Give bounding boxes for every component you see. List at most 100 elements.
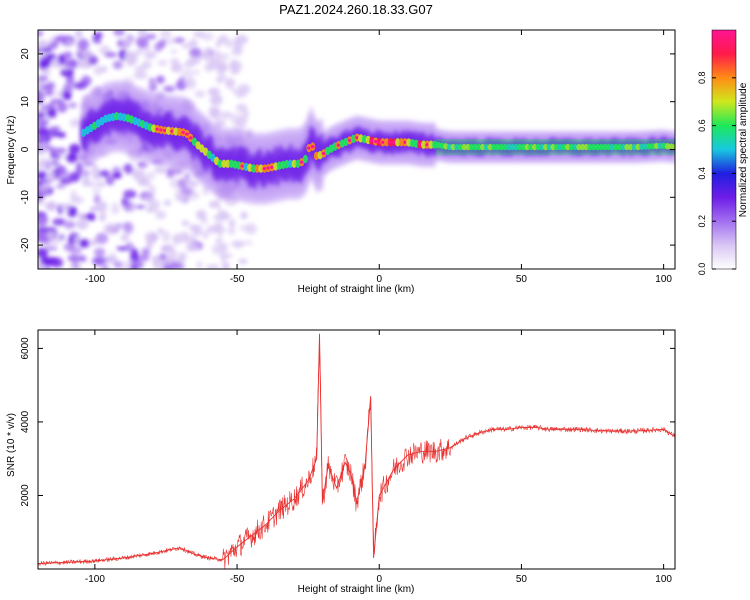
spectrogram-cell [92,188,101,195]
spectrogram-cell [240,211,248,220]
spectrogram-cell [520,143,527,151]
spectrogram-cell [258,164,264,173]
spectrogram-cell [446,143,453,151]
snr-y-ticks: 2000 4000 6000 [20,337,675,507]
spectrogram-cell [124,163,133,175]
spectrogram-cell [201,231,209,239]
spectrogram-cell [130,265,139,269]
spectrogram-cell [310,145,315,149]
spectrogram-cell [517,143,523,151]
spectrogram-cell [50,98,64,105]
spectrogram-cell [284,159,290,169]
spectrogram-cell [524,143,530,151]
spectrogram-cell [172,233,182,245]
colorbar-tick-label: 0.8 [697,72,707,85]
spectrogram-cell [228,63,239,70]
spectrogram-cell [224,79,236,86]
spectrogram-cell [173,127,179,136]
spectrogram-cell [336,143,341,147]
spectrogram-cell [155,210,167,220]
x-tick-label: 100 [655,574,672,585]
spectrogram-cell [184,177,192,184]
spectrogram-cell [531,143,538,151]
spectrogram-cell [77,38,90,51]
spectrogram-cell [180,186,194,195]
spectrogram-cell [76,218,89,230]
spectrogram-cell [116,246,129,251]
spectrogram-cell [159,38,167,46]
spectrogram-cell [181,69,194,79]
colorbar: 0.0 0.2 0.4 0.6 0.8 Normalized spectral ampl… [697,29,749,275]
spectrogram-cell [221,159,227,169]
spectrogram-cell [628,143,634,151]
spectrogram-cell [355,136,360,140]
spectrogram-cell [498,143,504,151]
spectrogram-cell [639,143,645,150]
spectrogram-cell [218,68,223,75]
spectrogram-cell [92,39,102,44]
spectrogram-cell [161,244,175,252]
spectrogram-cell [38,232,44,242]
spectrogram-cell [216,55,221,62]
spectrogram-cell [554,143,560,151]
spectrogram-cell [165,256,177,265]
spectrogram-cell [299,160,304,164]
spectrogram-cell [186,243,199,252]
spectrogram-cell [154,166,167,174]
spectrogram-cell [177,252,186,265]
spectrogram-cell [129,253,141,263]
spectrogram-cell [68,102,78,109]
spectrogram-cell [196,261,203,269]
x-tick-label: -100 [85,574,105,585]
spectrogram-cell [114,112,120,121]
spectrogram-cell [579,143,586,151]
spectrogram-cell [180,79,193,84]
spectrogram-cell [506,143,512,151]
spectrogram-cell [63,220,76,230]
spectrogram-cell [189,47,202,58]
colorbar-strip [711,29,737,270]
spectrogram-cell [52,218,66,226]
spectrogram-cell [173,168,183,175]
spectrogram-cell [169,58,180,64]
spectrogram-cell [170,129,175,133]
spectrogram-cell [53,147,67,154]
spectrogram-cell [91,164,100,177]
spectrogram-cell [240,240,254,246]
spectrogram-cell [218,242,229,253]
spectrogram-cell [40,257,54,266]
spectrogram-cell [461,143,467,151]
spectrogram-cell [287,159,294,169]
spectrogram-cell [502,143,508,151]
spectrogram-cell [231,48,243,56]
spectrogram-ridge-core [80,112,675,173]
spectrogram-cell [133,70,148,80]
spectrogram-cell [450,143,456,151]
spectrogram-cell [63,61,74,67]
spectrogram-cell [201,216,208,225]
spectrogram-cell [241,108,249,120]
spectrogram-cell [192,69,201,75]
spectrogram-cell [80,75,92,87]
spectrogram-cell [215,237,223,244]
spectrogram-cell [92,256,106,266]
y-tick-label: 10 [20,96,31,108]
spectrogram-cell [112,61,123,70]
spectrogram-cell [270,165,275,169]
spectrogram-cell [47,231,55,238]
spectrogram-y-ticks: -20 -10 0 10 20 [20,48,675,252]
spectrogram-cell [216,204,221,211]
spectrogram-cell [38,161,43,174]
spectrogram-cell [223,37,233,48]
spectrogram-cell [291,159,297,169]
spectrogram-cell [38,75,48,82]
spectrogram-cell [395,138,401,147]
spectrogram-heatmap [38,30,675,269]
spectrogram-cell [147,200,161,209]
spectrogram-cell [642,143,649,150]
spectrogram-cell [535,143,541,151]
spectrogram-cell [201,32,214,41]
spectrogram-cell [194,90,206,98]
spectrogram-cell [65,74,75,84]
spectrogram-cell [76,255,87,263]
